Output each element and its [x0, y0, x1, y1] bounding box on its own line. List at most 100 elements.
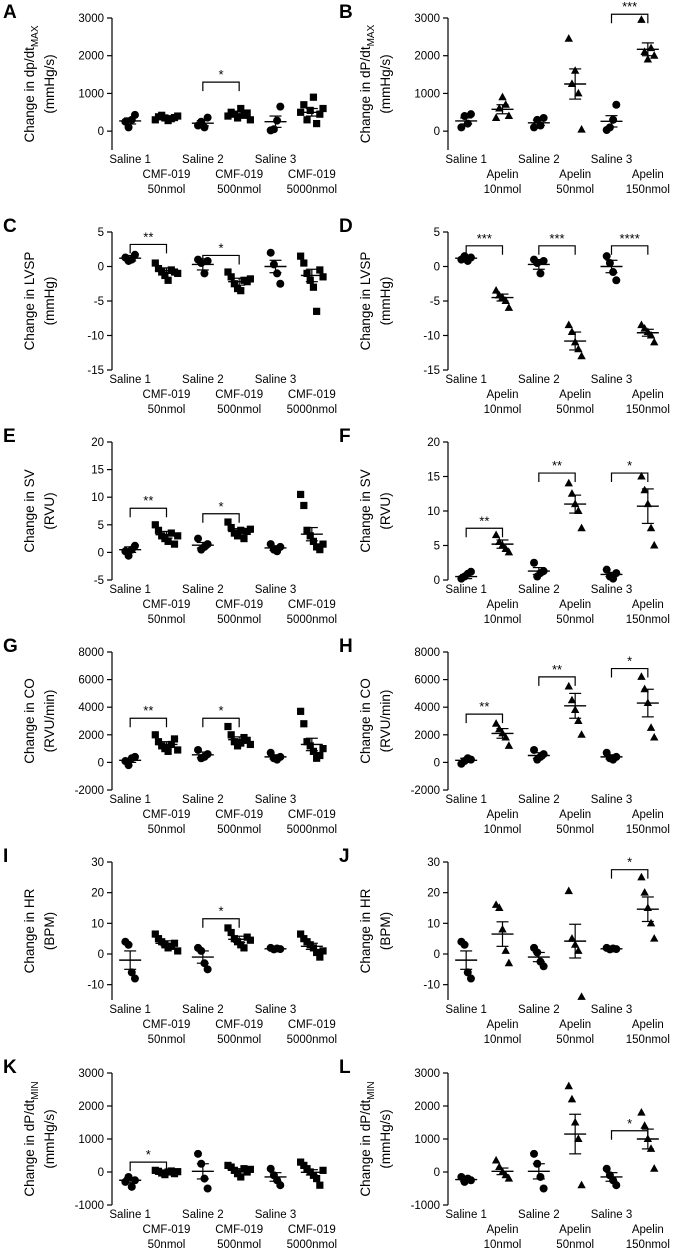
- data-point-triangle: [637, 15, 646, 23]
- x-category-label: Saline 1: [109, 794, 151, 806]
- data-point-square: [246, 275, 254, 283]
- data-point-square: [233, 532, 242, 540]
- x-category-label: 10nmol: [484, 1034, 522, 1046]
- panel-letter: B: [339, 2, 353, 23]
- data-point-square: [300, 501, 308, 510]
- data-point-square: [297, 108, 305, 116]
- y-axis-label: Change in dP/dtMAX(mmHg/s): [358, 24, 393, 143]
- x-category-label: 10nmol: [484, 184, 522, 196]
- x-category-label: CMF-019: [143, 1224, 191, 1236]
- data-point-circle: [194, 1149, 203, 1158]
- data-point-triangle: [650, 540, 659, 549]
- y-tick-label: 0: [434, 126, 440, 138]
- significance-label: **: [552, 458, 562, 473]
- significance-bracket: [538, 472, 576, 483]
- y-tick-label: 15: [91, 465, 104, 477]
- data-point-square: [319, 1166, 327, 1174]
- y-tick-label: 2000: [414, 51, 440, 63]
- data-point-triangle: [646, 1144, 656, 1152]
- data-point-square: [306, 532, 314, 540]
- data-point-triangle: [504, 111, 514, 120]
- data-point-triangle: [567, 79, 577, 87]
- y-axis-label-line1: Change in HR: [22, 888, 37, 973]
- y-tick-label: 8000: [78, 647, 104, 659]
- data-point-triangle: [495, 903, 504, 911]
- significance-label: ***: [622, 0, 637, 14]
- data-point-square: [306, 106, 314, 114]
- data-point-square: [230, 738, 238, 746]
- significance-label: *: [627, 1116, 632, 1131]
- data-point-circle: [460, 940, 469, 949]
- y-tick-label: 0: [98, 547, 104, 559]
- data-point-triangle: [637, 672, 646, 680]
- y-axis-label-line2: (mmHg): [378, 277, 393, 326]
- y-tick-label: -1000: [411, 1200, 440, 1212]
- data-point-square: [313, 120, 321, 128]
- x-category-label: 150nmol: [626, 184, 670, 196]
- y-axis-label: Change in SV (RVU): [358, 469, 393, 552]
- data-point-square: [309, 944, 318, 952]
- data-point-triangle: [501, 296, 510, 304]
- x-category-label: Saline 1: [445, 584, 487, 596]
- x-category-label: 5000nmol: [287, 184, 338, 196]
- x-category-label: 500nmol: [217, 1034, 261, 1046]
- data-point-circle: [612, 569, 621, 578]
- data-point-circle: [539, 750, 548, 759]
- data-point-square: [174, 112, 182, 120]
- y-tick-label: -1000: [75, 1200, 104, 1212]
- data-point-circle: [273, 116, 282, 125]
- y-tick-label: 0: [434, 575, 440, 587]
- data-point-square: [174, 947, 182, 955]
- x-category-label: Apelin: [559, 389, 591, 401]
- panel-L: L Change in dP/dtMIN(mmHg/s) -1000 0 1000 200…: [339, 1057, 670, 1251]
- significance-label: ***: [477, 231, 492, 246]
- x-category-label: Apelin: [632, 1019, 664, 1031]
- y-axis-label-subscript: MIN: [366, 1081, 377, 1099]
- data-point-triangle: [577, 523, 586, 532]
- data-point-square: [246, 936, 254, 944]
- data-point-triangle: [577, 351, 586, 360]
- data-point-circle: [602, 1164, 611, 1173]
- data-point-square: [154, 738, 163, 746]
- data-point-circle: [530, 745, 539, 754]
- x-category-label: 50nmol: [148, 404, 186, 416]
- y-axis-label-line2: (mmHg/s): [378, 54, 393, 113]
- y-axis-label-line2: (mmHg/s): [42, 1109, 57, 1168]
- data-point-triangle: [650, 732, 659, 741]
- panel-C: C Change in LVSP (mmHg) -15 -10 -5 0 5 Saline 1 C…: [3, 216, 337, 416]
- data-point-triangle: [650, 51, 659, 59]
- data-point-triangle: [577, 992, 586, 1000]
- panel-letter: C: [3, 216, 17, 237]
- data-point-square: [306, 276, 314, 284]
- data-point-circle: [602, 252, 611, 261]
- y-tick-label: 10: [427, 918, 440, 930]
- x-category-label: Saline 2: [518, 374, 560, 386]
- significance-bracket: [202, 918, 240, 928]
- data-point-square: [303, 526, 311, 534]
- y-tick-label: 0: [98, 126, 104, 138]
- data-point-square: [319, 273, 327, 281]
- data-point-square: [300, 101, 308, 109]
- y-tick-label: 0: [434, 262, 440, 274]
- data-point-square: [297, 930, 305, 938]
- y-tick-label: 3000: [414, 13, 440, 25]
- x-category-label: 10nmol: [484, 1239, 522, 1251]
- x-category-label: CMF-019: [215, 389, 263, 401]
- x-category-label: 500nmol: [217, 824, 261, 836]
- x-category-label: 10nmol: [484, 404, 522, 416]
- significance-label: **: [479, 513, 489, 528]
- y-tick-label: 2000: [414, 730, 440, 742]
- data-point-square: [227, 928, 235, 937]
- y-tick-label: -5: [94, 575, 104, 587]
- y-axis-label: Change in CO (RVU/min): [22, 678, 57, 764]
- data-point-triangle: [504, 741, 514, 749]
- significance-label: *: [218, 240, 223, 255]
- y-axis-label-line1: Change in LVSP: [358, 252, 373, 351]
- data-point-triangle: [567, 327, 577, 336]
- x-category-label: Saline 1: [445, 1004, 487, 1016]
- y-tick-label: 3000: [414, 1068, 440, 1080]
- data-point-triangle: [574, 946, 583, 954]
- x-category-label: CMF-019: [215, 1019, 263, 1031]
- x-category-label: 10nmol: [484, 614, 522, 626]
